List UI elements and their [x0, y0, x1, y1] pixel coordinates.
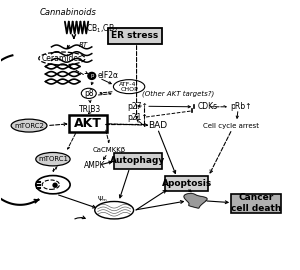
FancyBboxPatch shape [231, 194, 281, 213]
Text: CB$_1$,CB$_2$: CB$_1$,CB$_2$ [86, 23, 118, 35]
FancyBboxPatch shape [114, 153, 162, 168]
Text: Cell cycle arrest: Cell cycle arrest [202, 123, 259, 129]
Circle shape [88, 72, 96, 79]
Text: Cannabinoids: Cannabinoids [40, 8, 96, 17]
Text: p27↑: p27↑ [128, 102, 148, 111]
Text: AKT: AKT [74, 117, 102, 130]
Text: BAD: BAD [148, 121, 167, 130]
Text: CaCMKKβ: CaCMKKβ [93, 147, 126, 153]
Text: (Other AKT targets?): (Other AKT targets?) [142, 90, 214, 97]
Text: AMPK: AMPK [84, 161, 106, 170]
Text: CDKs: CDKs [198, 102, 218, 111]
Ellipse shape [52, 183, 58, 188]
FancyBboxPatch shape [69, 115, 107, 132]
Text: mTORC2: mTORC2 [14, 123, 44, 129]
Text: TRIB3: TRIB3 [79, 105, 101, 114]
FancyBboxPatch shape [165, 176, 208, 191]
Polygon shape [184, 194, 207, 208]
Text: RT: RT [78, 42, 88, 48]
Text: eIF2α: eIF2α [97, 71, 118, 80]
Text: Cancer
cell death: Cancer cell death [231, 193, 281, 213]
Text: pRb↑: pRb↑ [231, 102, 252, 111]
Text: p: p [90, 73, 94, 78]
Text: Autophagy: Autophagy [110, 156, 166, 165]
Text: p8: p8 [84, 89, 94, 98]
Text: mTORC1: mTORC1 [38, 156, 68, 162]
Text: ATF-4,: ATF-4, [119, 82, 139, 86]
Ellipse shape [11, 119, 47, 132]
FancyBboxPatch shape [108, 28, 162, 44]
Text: Apoptosis: Apoptosis [161, 179, 212, 188]
Text: CHOP: CHOP [120, 87, 138, 92]
Text: Ψₘ: Ψₘ [98, 197, 107, 202]
Text: ER stress: ER stress [111, 31, 159, 40]
Ellipse shape [36, 153, 70, 166]
Text: p21↑: p21↑ [128, 113, 148, 122]
Text: Ceramides: Ceramides [41, 54, 82, 63]
